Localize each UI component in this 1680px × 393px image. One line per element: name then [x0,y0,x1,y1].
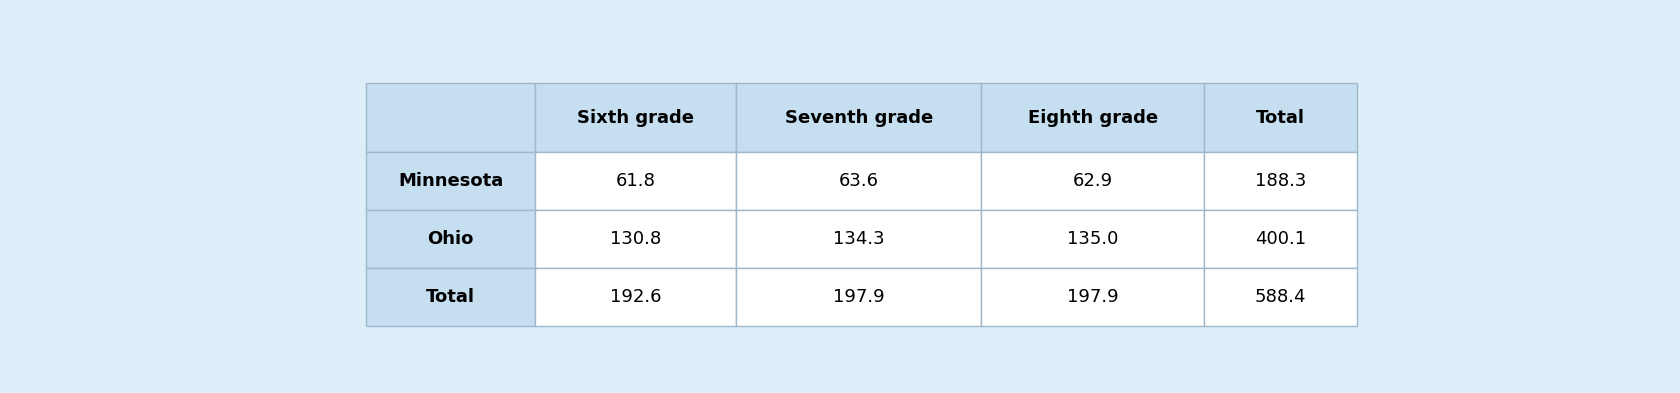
Bar [1203,268,1356,325]
Text: Minnesota: Minnesota [398,172,502,190]
Bar [981,268,1203,325]
Text: Ohio: Ohio [427,230,474,248]
Text: 188.3: 188.3 [1253,172,1305,190]
Text: 61.8: 61.8 [615,172,655,190]
Bar [534,268,736,325]
Bar [736,268,981,325]
Bar [736,152,981,210]
Text: 62.9: 62.9 [1072,172,1112,190]
Text: Total: Total [427,288,475,306]
Bar [366,268,534,325]
Bar [534,83,736,152]
Bar [366,152,534,210]
Bar [366,83,534,152]
Text: 130.8: 130.8 [610,230,660,248]
Text: 134.3: 134.3 [833,230,884,248]
Text: 192.6: 192.6 [610,288,662,306]
Bar [366,210,534,268]
Text: 135.0: 135.0 [1067,230,1117,248]
Text: 197.9: 197.9 [1067,288,1117,306]
Bar [1203,210,1356,268]
Bar [736,210,981,268]
Text: Seventh grade: Seventh grade [785,109,932,127]
Text: 63.6: 63.6 [838,172,879,190]
Bar [1203,152,1356,210]
Bar [981,83,1203,152]
Bar [736,83,981,152]
Text: Total: Total [1255,109,1304,127]
Text: 588.4: 588.4 [1253,288,1305,306]
Bar [534,210,736,268]
Text: Eighth grade: Eighth grade [1026,109,1158,127]
Bar [981,152,1203,210]
Text: Sixth grade: Sixth grade [576,109,694,127]
Text: 197.9: 197.9 [833,288,884,306]
Bar [1203,83,1356,152]
Bar [981,210,1203,268]
Bar [534,152,736,210]
Text: 400.1: 400.1 [1253,230,1305,248]
